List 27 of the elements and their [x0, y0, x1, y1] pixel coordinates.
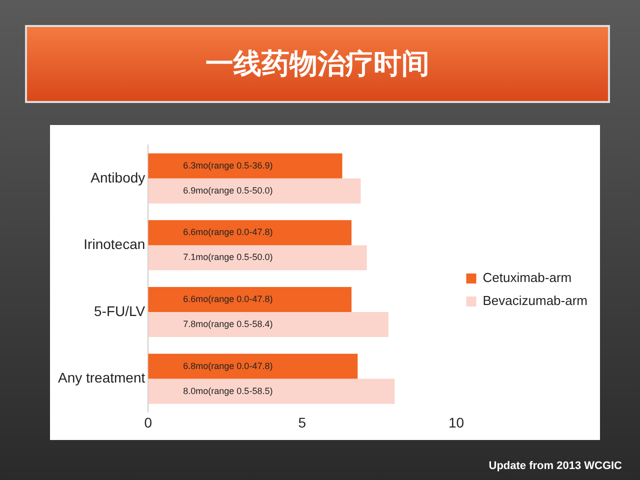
bar [148, 178, 361, 204]
bar [148, 220, 352, 246]
data-label: 7.1mo(range 0.5-50.0) [183, 252, 273, 262]
x-tick-label: 0 [144, 414, 152, 430]
bar [148, 153, 342, 178]
data-label: 7.8mo(range 0.5-58.4) [183, 319, 273, 330]
data-label: 6.8mo(range 0.0-47.8) [183, 360, 273, 371]
bar [148, 354, 358, 379]
text: Update from 2013 WCGIC [488, 460, 622, 472]
data-label: 6.9mo(range 0.5-50.0) [183, 185, 273, 196]
y-tick-label: Any treatment [58, 370, 146, 386]
bar [148, 312, 388, 338]
y-tick-label: Antibody [90, 169, 146, 186]
legend-label: Cetuximab-arm [482, 270, 572, 286]
bar [148, 245, 367, 270]
bar [148, 378, 395, 404]
legend-label: Bevacizumab-arm [482, 293, 588, 308]
y-tick-label: 5-FU/LV [94, 302, 146, 319]
x-tick-label: 10 [448, 414, 464, 430]
bar [148, 286, 352, 312]
data-label: 6.3mo(range 0.5-36.9) [183, 160, 273, 170]
chart-title: 一线药物治疗时间 [204, 46, 430, 82]
data-label: 8.0mo(range 0.5-58.5) [183, 386, 273, 396]
data-label: 6.6mo(range 0.0-47.8) [183, 294, 273, 304]
x-tick-label: 5 [298, 414, 306, 430]
y-tick-label: Irinotecan [84, 236, 146, 252]
data-label: 6.6mo(range 0.0-47.8) [183, 227, 273, 238]
